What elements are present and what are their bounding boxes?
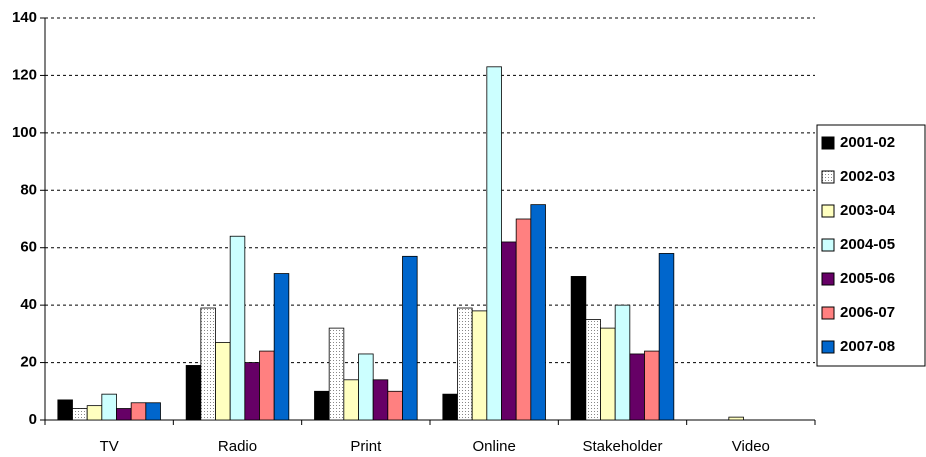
bar — [570, 276, 587, 421]
y-tick-label: 0 — [29, 411, 37, 428]
x-tick-label: Radio — [218, 438, 257, 455]
bar — [530, 204, 546, 421]
bar — [244, 362, 260, 421]
bar — [629, 353, 645, 421]
legend-label: 2004-05 — [840, 236, 895, 253]
legend-label: 2001-02 — [840, 134, 895, 151]
bar — [658, 253, 675, 421]
legend-swatch — [821, 306, 835, 320]
legend-swatch — [821, 238, 835, 252]
bar — [343, 379, 359, 421]
legend-swatch — [821, 170, 835, 184]
bar — [116, 408, 132, 421]
bar — [328, 327, 345, 421]
legend-swatch — [821, 340, 835, 354]
bar — [57, 399, 73, 421]
bar — [644, 350, 660, 421]
y-tick-label: 80 — [20, 181, 37, 198]
bar — [402, 255, 418, 421]
bar — [259, 350, 275, 421]
legend-swatch — [821, 136, 835, 150]
bar — [145, 402, 161, 421]
legend-label: 2003-04 — [840, 202, 896, 219]
y-tick-label: 60 — [20, 239, 37, 256]
bar — [486, 66, 502, 421]
y-tick-label: 120 — [12, 66, 37, 83]
x-tick-label: Print — [350, 438, 382, 455]
bar — [314, 390, 330, 421]
bar — [501, 241, 517, 421]
x-tick-label: Online — [472, 438, 515, 455]
y-tick-label: 100 — [12, 124, 37, 141]
legend-label: 2005-06 — [840, 270, 895, 287]
bar — [101, 393, 117, 421]
bar — [600, 327, 616, 421]
bar — [457, 307, 473, 421]
bar — [130, 402, 147, 421]
bar — [387, 390, 403, 421]
bar — [585, 319, 601, 421]
bar — [442, 393, 458, 421]
legend-label: 2006-07 — [840, 304, 895, 321]
x-tick-label: Video — [732, 438, 770, 455]
bar — [273, 273, 290, 421]
legend-box — [816, 124, 926, 367]
x-tick-label: Stakeholder — [582, 438, 662, 455]
bar — [515, 218, 532, 421]
bar — [215, 342, 231, 421]
bar — [614, 304, 631, 421]
bar — [358, 353, 374, 421]
legend-swatch — [821, 204, 835, 218]
bar — [728, 416, 744, 421]
bar — [185, 365, 202, 421]
legend-swatch — [821, 272, 835, 286]
y-tick-label: 20 — [20, 354, 37, 371]
legend-label: 2007-08 — [840, 338, 895, 355]
x-tick-label: TV — [100, 438, 119, 455]
bar — [72, 408, 88, 421]
bar — [372, 379, 389, 421]
bar — [86, 405, 103, 421]
bar — [200, 307, 216, 421]
legend-label: 2002-03 — [840, 168, 895, 185]
bar — [229, 235, 246, 421]
y-tick-label: 140 — [12, 9, 37, 26]
y-tick-label: 40 — [20, 296, 37, 313]
bar — [471, 310, 488, 421]
